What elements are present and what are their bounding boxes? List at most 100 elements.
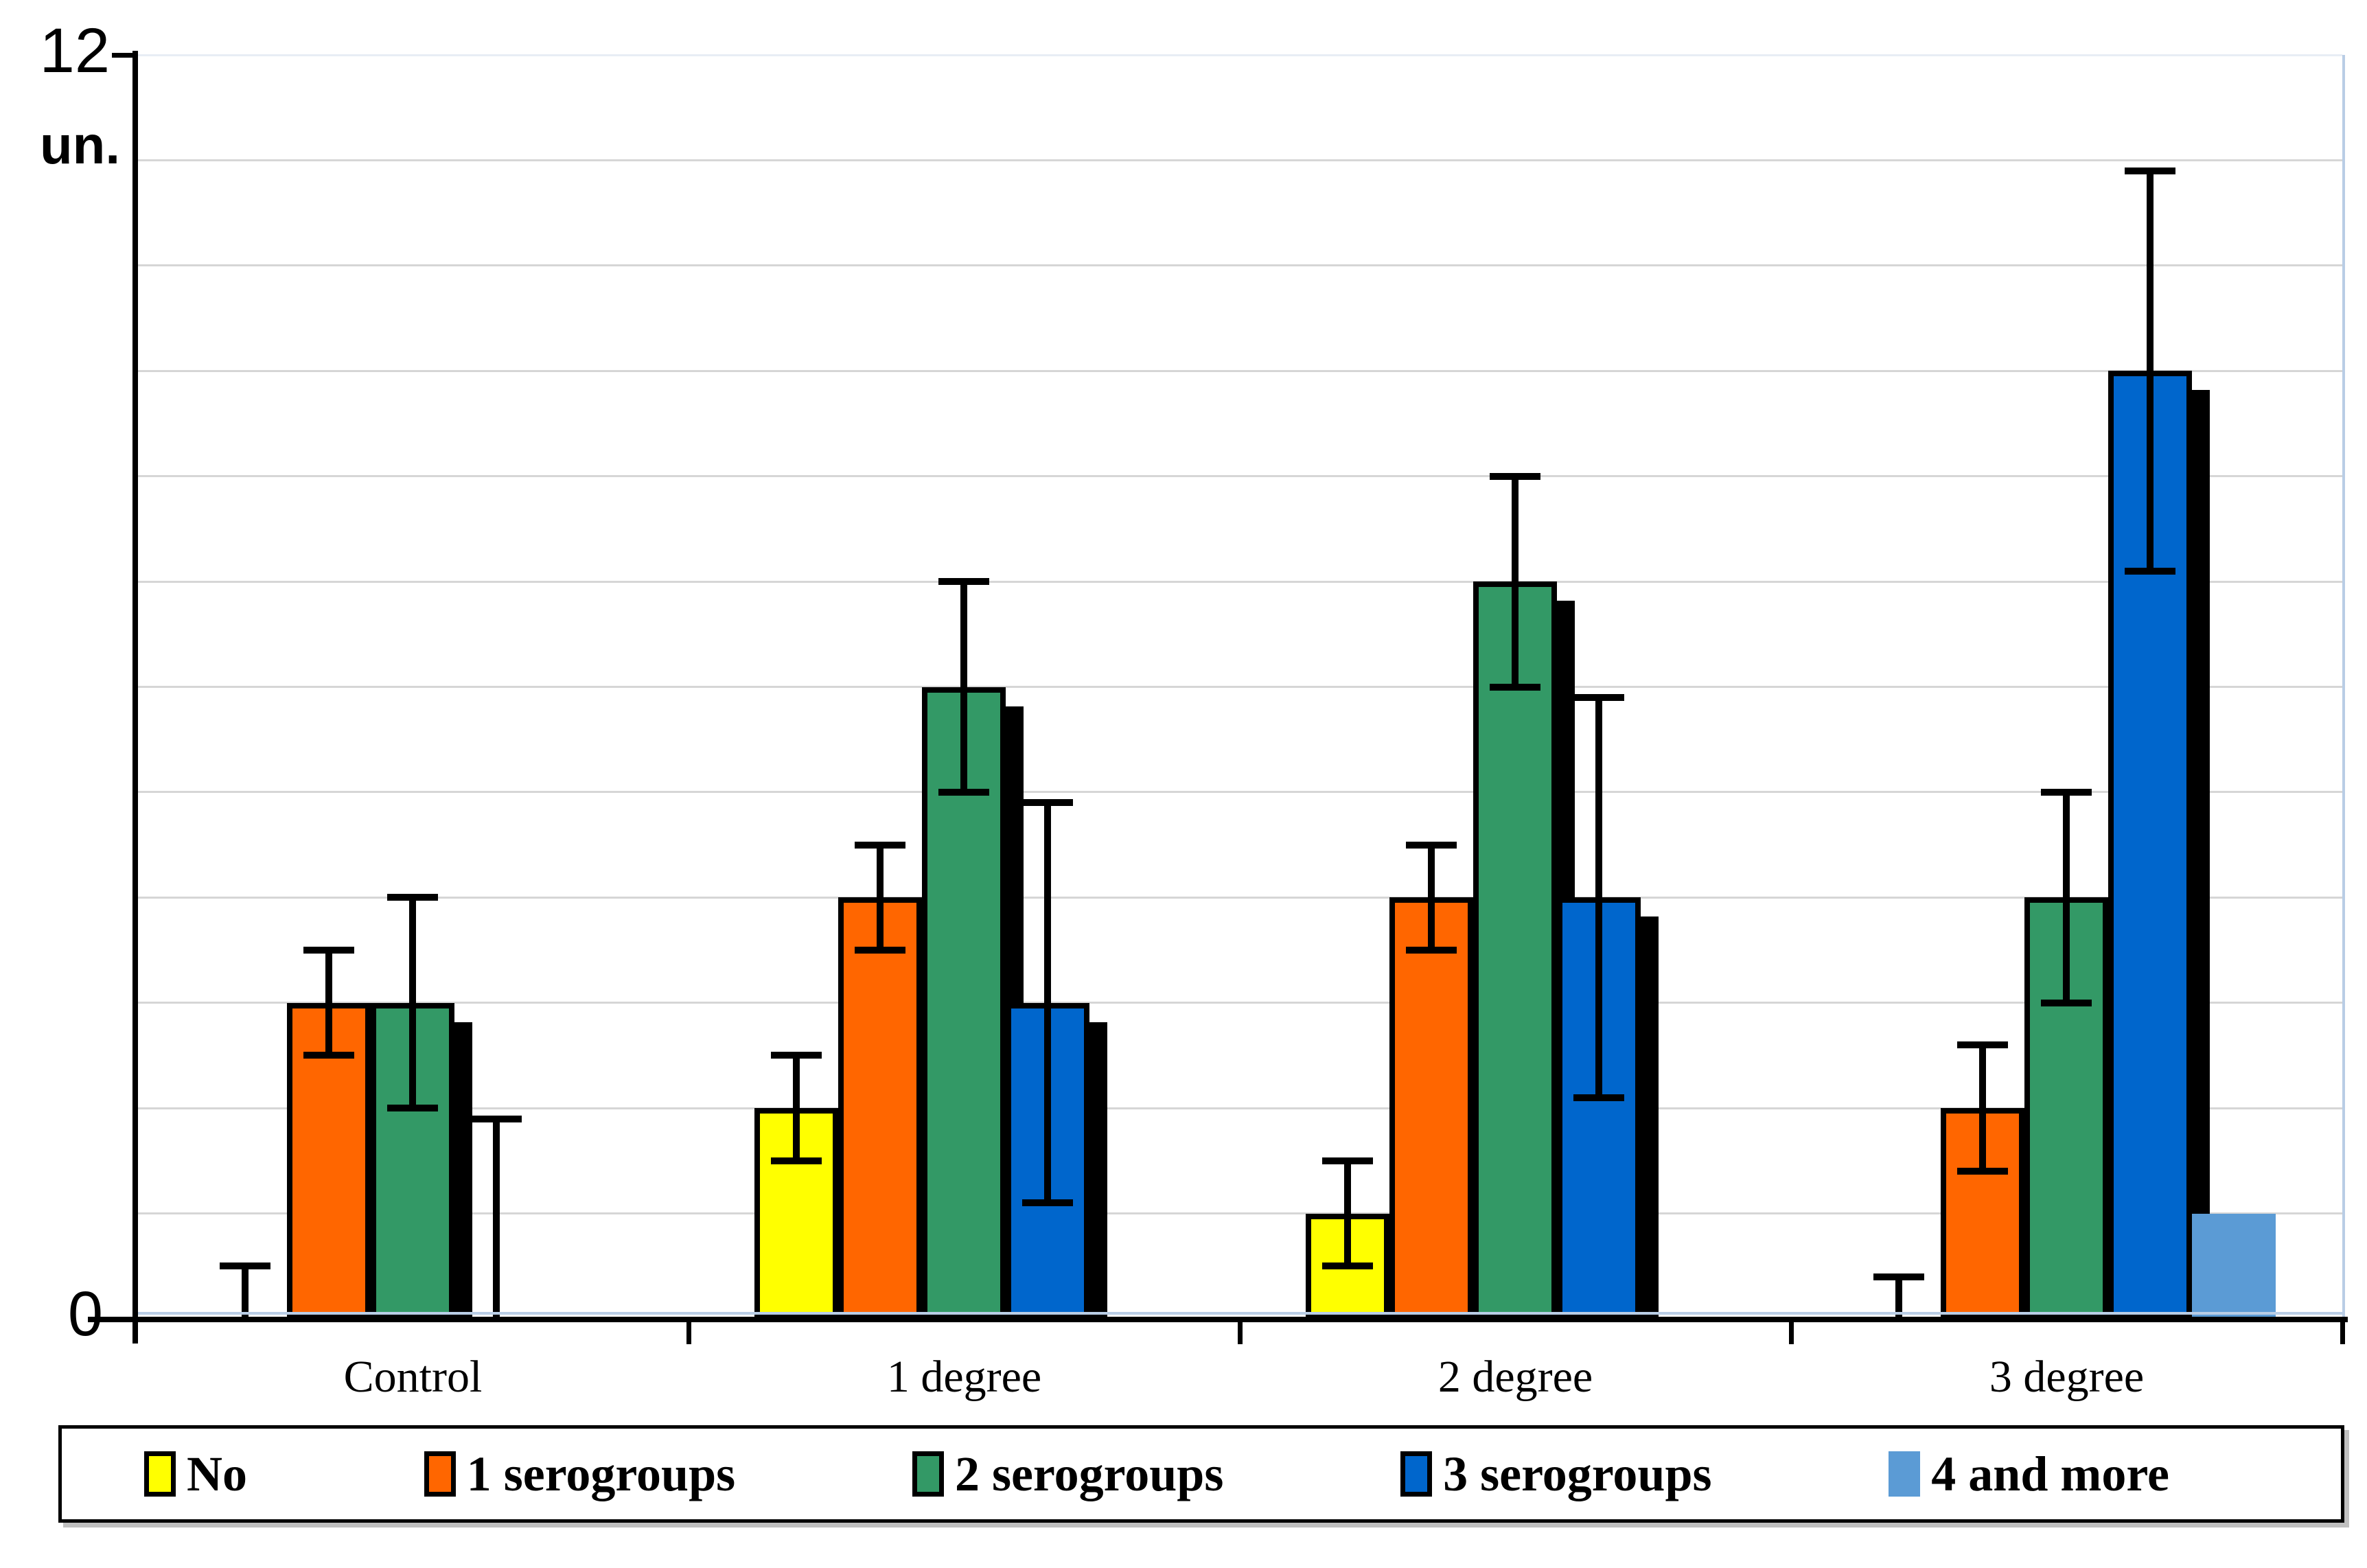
bar-shadow <box>1641 916 1659 1319</box>
error-bar-cap-top <box>771 1052 822 1059</box>
error-bar-line <box>1895 1276 1902 1319</box>
error-bar-line <box>325 950 332 1056</box>
error-bar-cap-bottom <box>1957 1168 2008 1175</box>
legend-label: No <box>187 1446 247 1501</box>
legend-swatch-icon <box>912 1451 944 1497</box>
error-bar-line <box>1595 697 1602 1098</box>
legend-swatch-icon <box>1400 1451 1433 1497</box>
gridline <box>138 159 2342 161</box>
bar-shadow <box>2192 390 2210 1319</box>
error-bar-line <box>2063 792 2070 1003</box>
bar-shadow <box>1089 1022 1107 1319</box>
legend-swatch-icon <box>1889 1451 1921 1497</box>
legend-swatch-icon <box>424 1451 456 1497</box>
bar-2-serogroups-2-degree <box>1473 581 1557 1319</box>
gridline <box>138 580 2342 583</box>
legend-label: 2 serogroups <box>954 1446 1224 1501</box>
error-bar-line <box>1344 1160 1351 1267</box>
x-axis-label-3-degree: 3 degree <box>1989 1352 2145 1402</box>
error-bar-line <box>793 1055 800 1161</box>
x-axis-tick <box>2340 1322 2345 1344</box>
error-bar-line <box>409 897 416 1109</box>
error-bar-cap-top <box>2125 167 2175 174</box>
error-bar-line <box>1979 1045 1986 1172</box>
y-axis-tick-top <box>112 53 135 58</box>
x-axis-line <box>88 1317 2348 1322</box>
plot-border-bottom <box>138 1312 2345 1315</box>
error-bar-line <box>1428 844 1435 951</box>
error-bar-cap-top <box>1573 693 1624 701</box>
error-bar-cap-bottom <box>938 788 989 796</box>
x-axis-label-control: Control <box>343 1352 483 1402</box>
gridline <box>138 369 2342 372</box>
error-bar-cap-top <box>303 947 354 954</box>
bar-4-and-more-3-degree <box>2192 1213 2276 1319</box>
legend-item-3-serogroups: 3 serogroups <box>1400 1446 1712 1501</box>
error-bar-cap-top <box>2041 788 2092 796</box>
bar-1-serogroups-2-degree <box>1389 897 1473 1319</box>
error-bar-line <box>493 1118 500 1319</box>
y-axis-line <box>132 51 138 1344</box>
error-bar-cap-top <box>855 841 905 849</box>
x-axis-tick <box>1238 1322 1243 1344</box>
bar-2-serogroups-1-degree <box>922 687 1006 1319</box>
error-bar-cap-top <box>1490 472 1540 480</box>
gridline <box>138 686 2342 688</box>
error-bar-cap-bottom <box>855 947 905 954</box>
error-bar-cap-top <box>1322 1157 1373 1164</box>
error-bar-cap-top <box>1406 841 1457 849</box>
error-bar-line <box>1512 476 1519 687</box>
error-bar-cap-bottom <box>2041 999 2092 1006</box>
bar-3-serogroups-2-degree <box>1557 897 1641 1319</box>
legend-label: 1 serogroups <box>466 1446 736 1501</box>
error-bar-cap-bottom <box>1406 947 1457 954</box>
error-bar-cap-top <box>471 1115 522 1122</box>
legend-label: 4 and more <box>1931 1446 2169 1501</box>
error-bar-cap-top <box>938 578 989 586</box>
error-bar-cap-bottom <box>387 1105 438 1112</box>
x-axis-label-2-degree: 2 degree <box>1437 1352 1593 1402</box>
x-axis-tick <box>1789 1322 1794 1344</box>
bar-1-serogroups-1-degree <box>838 897 922 1319</box>
gridline <box>138 1107 2342 1109</box>
error-bar-cap-bottom <box>1322 1263 1373 1270</box>
error-bar-cap-bottom <box>771 1157 822 1164</box>
y-axis-max-label: 12 <box>39 16 110 86</box>
error-bar-line <box>2147 170 2154 571</box>
error-bar-line <box>242 1266 249 1319</box>
y-axis-zero-label: 0 <box>67 1279 103 1349</box>
error-bar-cap-top <box>1873 1273 1924 1280</box>
error-bar-cap-top <box>387 894 438 901</box>
gridline <box>138 791 2342 794</box>
error-bar-cap-bottom <box>1573 1094 1624 1101</box>
y-axis-unit-label: un. <box>40 115 120 175</box>
gridline <box>138 1002 2342 1004</box>
error-bar-cap-bottom <box>2125 567 2175 575</box>
error-bar-cap-top <box>1022 799 1073 807</box>
error-bar-line <box>960 581 967 792</box>
gridline <box>138 1212 2342 1215</box>
legend-item-no: No <box>144 1449 247 1499</box>
gridline <box>138 264 2342 267</box>
gridline <box>138 54 2342 56</box>
error-bar-cap-bottom <box>1490 683 1540 691</box>
error-bar-line <box>877 844 884 951</box>
legend-item-4-and-more: 4 and more <box>1889 1449 2169 1499</box>
plot-border-right <box>2342 55 2345 1319</box>
legend-label: 3 serogroups <box>1443 1446 1712 1501</box>
error-bar-cap-top <box>1957 1041 2008 1049</box>
legend-box: No 1 serogroups 2 serogroups 3 serogroups 4 … <box>58 1425 2344 1523</box>
legend-item-2-serogroups: 2 serogroups <box>912 1449 1223 1499</box>
x-axis-tick <box>686 1322 691 1344</box>
error-bar-cap-top <box>220 1263 270 1270</box>
gridline <box>138 475 2342 478</box>
legend-swatch-icon <box>144 1451 176 1497</box>
error-bar-cap-bottom <box>303 1052 354 1059</box>
bar-shadow <box>454 1022 472 1319</box>
gridline <box>138 896 2342 899</box>
error-bar-line <box>1044 803 1051 1203</box>
x-axis-label-1-degree: 1 degree <box>886 1352 1042 1402</box>
error-bar-cap-bottom <box>1022 1199 1073 1207</box>
legend-item-1-serogroups: 1 serogroups <box>424 1449 735 1499</box>
